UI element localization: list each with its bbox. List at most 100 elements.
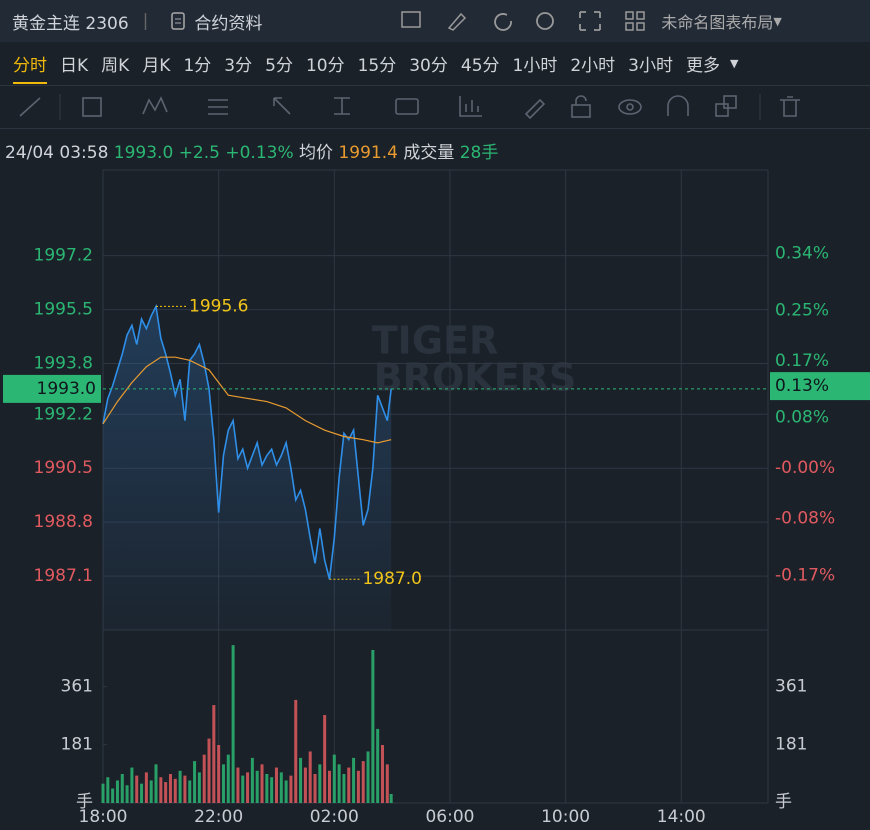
watermark: TIGER <box>372 319 498 363</box>
icon[interactable] <box>494 13 513 31</box>
tab[interactable]: 5分 <box>265 56 293 76</box>
tab[interactable]: 15分 <box>357 56 397 76</box>
volume-bar <box>342 774 346 803</box>
volume-bar <box>255 770 259 803</box>
icon[interactable] <box>579 11 602 31</box>
volume-bar <box>207 738 211 803</box>
toolbar-icons <box>401 11 646 31</box>
volume-bar <box>289 775 293 803</box>
symbol[interactable]: 黄金主连 2306 <box>12 13 129 34</box>
volume-bar <box>356 770 360 803</box>
tab[interactable]: 3分 <box>224 56 253 76</box>
tab[interactable]: 3小时 <box>628 56 673 76</box>
dropdown-arrow[interactable]: ▼ <box>773 14 782 28</box>
volume-bar <box>173 778 177 803</box>
tool[interactable] <box>715 103 729 117</box>
tool[interactable] <box>524 98 546 120</box>
avg-label: 均价 <box>299 143 334 163</box>
tab[interactable]: 更多 <box>686 56 720 76</box>
volume-bar <box>376 728 380 803</box>
volume-bar <box>120 774 124 803</box>
x-tick-label: 10:00 <box>541 807 590 827</box>
top-bar: 黄金主连 2306 | 合约资料 未命名图表布局 ▼ <box>0 0 870 42</box>
tool[interactable] <box>571 104 591 118</box>
info-bar: 24/04 03:58 1993.0 +2.5 +0.13% 均价 1991.4… <box>5 138 498 163</box>
y-tick-label: 1987.1 <box>34 566 93 586</box>
tool[interactable] <box>334 97 350 115</box>
volume-bar <box>246 772 250 803</box>
timeframe-tabs: 分时 日K 周K 月K 1分 3分 5分 10分 15分 30分 45分 1小时 2小时 3小时 更多 ▼ <box>0 42 870 86</box>
layout-name[interactable]: 未命名图表布局 <box>661 13 774 32</box>
icon[interactable] <box>448 12 467 31</box>
tab[interactable]: 10分 <box>305 56 345 76</box>
tab[interactable]: 日K <box>60 56 89 76</box>
icon[interactable] <box>401 11 422 28</box>
volume-bar <box>101 783 105 803</box>
tab[interactable]: 1小时 <box>512 56 558 76</box>
volume: 28手 <box>459 143 499 163</box>
tab[interactable]: 30分 <box>409 56 448 76</box>
volume-bar <box>308 751 312 803</box>
price-line <box>102 303 392 580</box>
icon[interactable] <box>625 11 646 31</box>
volume-bar <box>125 785 129 803</box>
volume-bar <box>270 777 274 803</box>
volume-bar <box>135 775 139 803</box>
x-tick-label: 06:00 <box>425 807 474 827</box>
y2-tick-label: 0.34% <box>775 243 829 263</box>
time: 24/04 03:58 <box>5 143 109 163</box>
x-tick-label: 22:00 <box>194 807 243 827</box>
tool[interactable] <box>459 96 482 117</box>
volume-label: 成交量 <box>403 143 455 163</box>
volume-bar <box>231 645 235 803</box>
volume-bar <box>380 745 384 803</box>
plot-frame <box>102 169 769 804</box>
tool[interactable] <box>780 96 800 117</box>
contract-info[interactable]: 合约资料 <box>194 13 263 34</box>
tab[interactable]: 2小时 <box>570 56 616 76</box>
volume-bar <box>371 649 375 803</box>
volume-bar <box>274 767 278 803</box>
volume-bar <box>115 780 119 803</box>
y2-tick-label: 0.08% <box>775 408 829 428</box>
tab[interactable]: 周K <box>101 56 130 76</box>
tool[interactable] <box>142 96 168 115</box>
y2-tick-label: -0.08% <box>775 509 835 529</box>
tool[interactable] <box>618 99 642 115</box>
volume-bar <box>318 764 322 803</box>
y2-tick-label: 0.25% <box>775 300 829 320</box>
tab[interactable]: 1分 <box>183 56 212 76</box>
tab[interactable]: 分时 <box>13 51 47 84</box>
volume-bar <box>299 757 303 803</box>
tool[interactable] <box>208 99 228 115</box>
tab[interactable]: 月K <box>142 56 171 76</box>
volume-bar <box>347 767 351 803</box>
volume-bar <box>250 757 254 803</box>
volume-bar <box>385 764 389 803</box>
icon[interactable] <box>536 12 555 30</box>
volume-bar <box>193 761 197 803</box>
watermark: BROKERS <box>374 356 577 400</box>
y-tick-label: 1990.5 <box>34 458 93 478</box>
tool[interactable] <box>395 98 419 115</box>
tab[interactable]: 45分 <box>460 56 500 76</box>
tool[interactable] <box>723 95 737 109</box>
volume-unit: 手 <box>775 792 792 812</box>
volume-bar <box>332 754 336 803</box>
volume-bar <box>366 751 370 803</box>
more-arrow[interactable]: ▼ <box>730 57 739 70</box>
tool[interactable] <box>273 97 291 115</box>
doc-icon[interactable] <box>168 11 188 31</box>
volume-bar <box>178 770 182 803</box>
y2-tick-label: 181 <box>775 735 807 755</box>
y-tick-label: 1992.2 <box>34 404 93 424</box>
tool[interactable] <box>575 95 587 105</box>
tool[interactable] <box>82 97 102 117</box>
tool[interactable] <box>626 103 634 111</box>
volume-bar <box>217 745 221 803</box>
y-tick-label: 1988.8 <box>34 512 93 532</box>
tool[interactable] <box>667 95 689 116</box>
tool[interactable] <box>19 97 41 117</box>
x-tick-label: 02:00 <box>310 807 359 827</box>
